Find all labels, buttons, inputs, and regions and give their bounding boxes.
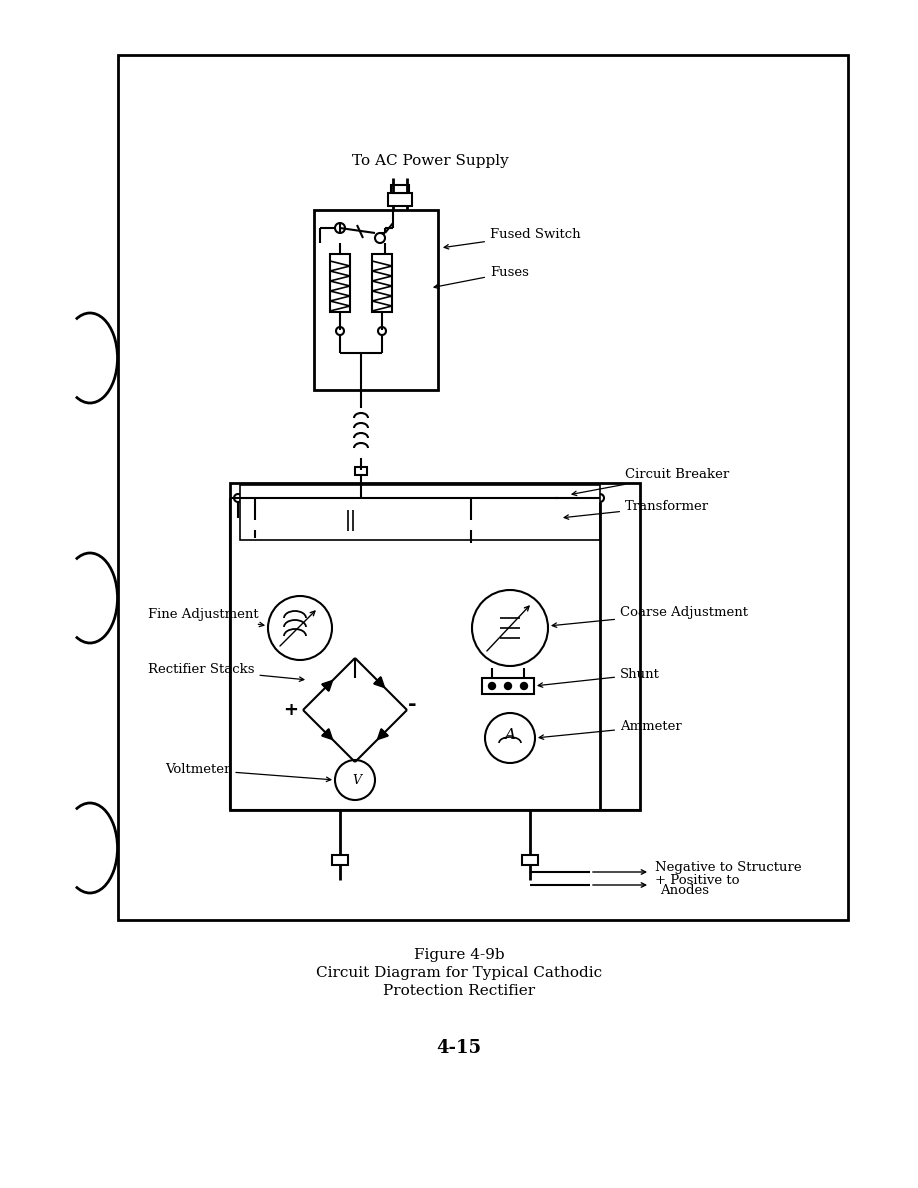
Text: Anodes: Anodes <box>660 884 709 897</box>
Bar <box>388 192 412 206</box>
Text: Circuit Diagram for Typical Cathodic: Circuit Diagram for Typical Cathodic <box>316 966 602 980</box>
Text: +: + <box>284 701 298 719</box>
Bar <box>522 855 538 865</box>
Text: Fine Adjustment: Fine Adjustment <box>148 608 263 627</box>
Text: Negative to Structure: Negative to Structure <box>655 860 801 873</box>
Bar <box>372 254 392 312</box>
Text: Fused Switch: Fused Switch <box>444 228 580 249</box>
Bar <box>332 855 348 865</box>
Text: Shunt: Shunt <box>538 668 660 688</box>
Text: To AC Power Supply: To AC Power Supply <box>352 154 509 168</box>
Circle shape <box>521 682 528 689</box>
Circle shape <box>268 596 332 661</box>
Bar <box>240 485 600 541</box>
Text: Ammeter: Ammeter <box>539 720 682 739</box>
Polygon shape <box>374 677 385 688</box>
Circle shape <box>596 494 604 503</box>
Circle shape <box>375 233 385 244</box>
Text: Voltmeter: Voltmeter <box>165 763 330 782</box>
Text: Rectifier Stacks: Rectifier Stacks <box>148 663 304 682</box>
Text: 4-15: 4-15 <box>436 1040 482 1057</box>
Text: Fuses: Fuses <box>434 266 529 289</box>
Circle shape <box>505 682 511 689</box>
Circle shape <box>234 494 242 503</box>
Bar <box>230 484 640 810</box>
Circle shape <box>335 223 345 233</box>
Text: V: V <box>353 773 362 786</box>
Bar <box>330 254 350 312</box>
Circle shape <box>378 327 386 335</box>
Text: A: A <box>505 728 516 742</box>
Circle shape <box>335 760 375 800</box>
Polygon shape <box>377 729 388 740</box>
Text: Figure 4-9b: Figure 4-9b <box>414 948 504 962</box>
Circle shape <box>472 590 548 666</box>
Circle shape <box>488 682 496 689</box>
Circle shape <box>485 713 535 763</box>
Text: Protection Rectifier: Protection Rectifier <box>383 984 535 998</box>
Text: + Positive to: + Positive to <box>655 873 740 886</box>
Text: Circuit Breaker: Circuit Breaker <box>572 468 729 495</box>
Bar <box>314 210 438 390</box>
Circle shape <box>336 327 344 335</box>
Bar <box>482 678 534 694</box>
Text: Transformer: Transformer <box>565 500 709 519</box>
Text: -: - <box>408 695 416 715</box>
Bar <box>391 185 409 192</box>
Bar <box>355 467 367 475</box>
Text: Coarse Adjustment: Coarse Adjustment <box>552 606 748 627</box>
Polygon shape <box>322 729 332 740</box>
Bar <box>118 55 848 920</box>
Polygon shape <box>322 681 332 691</box>
